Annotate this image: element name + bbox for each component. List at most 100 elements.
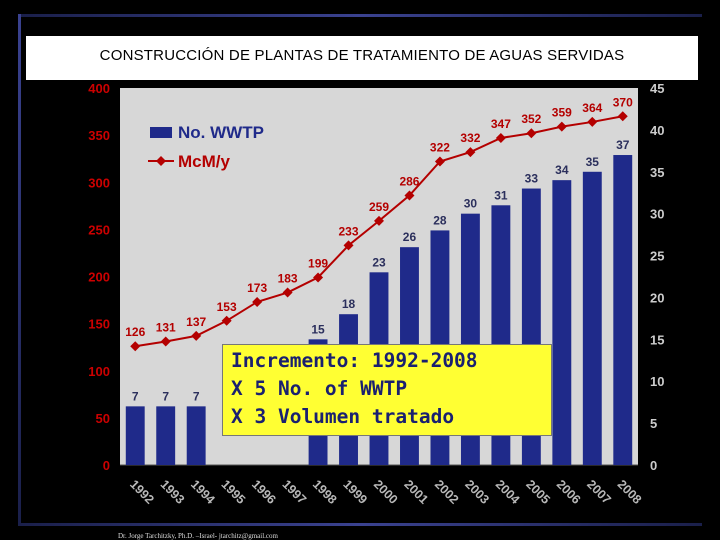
line-data-label: 131 bbox=[156, 321, 176, 335]
bar-data-label: 34 bbox=[555, 163, 569, 177]
bar-no-wwtp bbox=[125, 406, 145, 465]
line-point-mcm bbox=[434, 156, 445, 167]
x-tick-label: 2004 bbox=[493, 477, 523, 507]
bar-no-wwtp bbox=[186, 406, 206, 465]
line-data-label: 199 bbox=[308, 256, 328, 270]
line-point-mcm bbox=[465, 147, 476, 158]
y-left-tick-label: 250 bbox=[88, 222, 110, 237]
x-tick-label: 2003 bbox=[462, 477, 492, 507]
y-left-tick-label: 150 bbox=[88, 317, 110, 332]
line-data-label: 137 bbox=[186, 315, 206, 329]
bar-no-wwtp bbox=[582, 171, 602, 465]
y-right-tick-label: 5 bbox=[650, 416, 657, 431]
frame-bottom bbox=[18, 523, 702, 526]
x-tick-label: 2001 bbox=[401, 477, 431, 507]
line-point-mcm bbox=[160, 336, 171, 347]
line-data-label: 153 bbox=[217, 300, 237, 314]
y-left-tick-label: 350 bbox=[88, 128, 110, 143]
y-right-tick-label: 35 bbox=[650, 165, 664, 180]
x-tick-label: 1995 bbox=[219, 477, 249, 507]
bar-data-label: 30 bbox=[464, 197, 478, 211]
chart-title: CONSTRUCCIÓN DE PLANTAS DE TRATAMIENTO D… bbox=[99, 47, 625, 64]
y-left-tick-label: 100 bbox=[88, 364, 110, 379]
line-point-mcm bbox=[556, 121, 567, 132]
line-data-label: 364 bbox=[582, 101, 602, 115]
bar-data-label: 28 bbox=[433, 213, 447, 227]
line-point-mcm bbox=[252, 296, 263, 307]
title-band bbox=[26, 36, 698, 80]
line-data-label: 173 bbox=[247, 281, 267, 295]
y-left-tick-label: 400 bbox=[88, 81, 110, 96]
y-right-tick-label: 15 bbox=[650, 332, 664, 347]
x-tick-label: 2007 bbox=[584, 477, 614, 507]
x-tick-label: 1997 bbox=[279, 477, 309, 507]
line-point-mcm bbox=[191, 330, 202, 341]
x-tick-label: 2000 bbox=[371, 477, 401, 507]
x-tick-label: 1996 bbox=[249, 477, 279, 507]
bar-data-label: 23 bbox=[372, 255, 386, 269]
callout-line-1: Incremento: 1992-2008 bbox=[231, 349, 478, 372]
bar-data-label: 7 bbox=[193, 389, 200, 403]
x-tick-label: 1999 bbox=[340, 477, 370, 507]
bar-data-label: 7 bbox=[132, 389, 139, 403]
line-data-label: 259 bbox=[369, 200, 389, 214]
y-left-tick-label: 50 bbox=[96, 411, 110, 426]
callout-line-3: X 3 Volumen tratado bbox=[231, 405, 455, 428]
y-right-tick-label: 25 bbox=[650, 249, 664, 264]
line-point-mcm bbox=[343, 240, 354, 251]
legend-marker-mcm bbox=[156, 156, 166, 166]
legend-label-mcm: McM/y bbox=[178, 152, 231, 171]
bar-data-label: 18 bbox=[342, 297, 356, 311]
bar-data-label: 37 bbox=[616, 138, 630, 152]
line-data-label: 359 bbox=[552, 106, 572, 120]
x-tick-label: 2005 bbox=[523, 477, 553, 507]
callout-line-2: X 5 No. of WWTP bbox=[231, 377, 408, 400]
line-data-label: 286 bbox=[399, 174, 419, 188]
y-right-tick-label: 0 bbox=[650, 458, 657, 473]
line-data-label: 233 bbox=[339, 224, 359, 238]
line-data-label: 332 bbox=[460, 131, 480, 145]
bar-no-wwtp bbox=[552, 180, 572, 465]
x-tick-label: 2006 bbox=[554, 477, 584, 507]
bar-data-label: 15 bbox=[311, 322, 325, 336]
x-tick-label: 1993 bbox=[158, 477, 188, 507]
x-tick-label: 2008 bbox=[615, 477, 645, 507]
bar-no-wwtp bbox=[156, 406, 176, 465]
y-right-tick-label: 20 bbox=[650, 290, 664, 305]
x-tick-label: 1998 bbox=[310, 477, 340, 507]
line-point-mcm bbox=[404, 190, 415, 201]
line-point-mcm bbox=[587, 116, 598, 127]
y-left-tick-label: 300 bbox=[88, 175, 110, 190]
x-tick-label: 1992 bbox=[127, 477, 157, 507]
line-point-mcm bbox=[526, 128, 537, 139]
line-data-label: 126 bbox=[125, 325, 145, 339]
bar-no-wwtp bbox=[613, 155, 633, 465]
frame-top bbox=[18, 14, 702, 17]
bar-data-label: 35 bbox=[586, 155, 600, 169]
line-point-mcm bbox=[495, 132, 506, 143]
line-data-label: 347 bbox=[491, 117, 511, 131]
line-data-label: 352 bbox=[521, 112, 541, 126]
y-right-tick-label: 10 bbox=[650, 374, 664, 389]
y-left-tick-label: 200 bbox=[88, 270, 110, 285]
y-left-tick-label: 0 bbox=[103, 458, 110, 473]
legend-label-bars: No. WWTP bbox=[178, 123, 264, 142]
x-tick-label: 1994 bbox=[188, 477, 218, 507]
line-data-label: 370 bbox=[613, 95, 633, 109]
bar-data-label: 31 bbox=[494, 188, 508, 202]
line-point-mcm bbox=[130, 341, 141, 352]
bar-data-label: 26 bbox=[403, 230, 417, 244]
y-right-tick-label: 30 bbox=[650, 207, 664, 222]
y-right-tick-label: 40 bbox=[650, 123, 664, 138]
line-point-mcm bbox=[617, 111, 628, 122]
line-point-mcm bbox=[221, 315, 232, 326]
line-point-mcm bbox=[282, 287, 293, 298]
bar-data-label: 7 bbox=[162, 389, 169, 403]
author-footer: Dr. Jorge Tarchitzky, Ph.D. –Israel- jta… bbox=[118, 532, 278, 540]
line-data-label: 183 bbox=[278, 272, 298, 286]
bar-data-label: 33 bbox=[525, 172, 539, 186]
line-point-mcm bbox=[313, 272, 324, 283]
line-point-mcm bbox=[374, 215, 384, 226]
frame-left bbox=[18, 14, 21, 526]
